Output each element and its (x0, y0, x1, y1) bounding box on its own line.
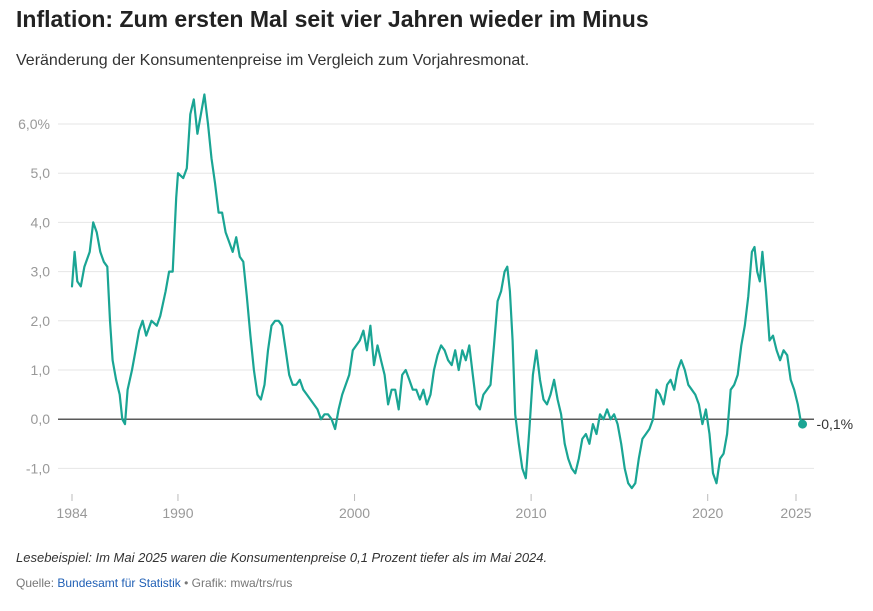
chart-title: Inflation: Zum ersten Mal seit vier Jahr… (16, 6, 649, 32)
source-link[interactable]: Bundesamt für Statistik (57, 576, 181, 590)
x-tick-label: 1984 (56, 505, 87, 521)
x-tick-label: 1990 (162, 505, 193, 521)
grid-layer (58, 123, 814, 469)
end-point-marker (798, 419, 808, 429)
source-line: Quelle: Bundesamt für Statistik • Grafik… (16, 576, 292, 590)
y-tick-label: 6,0% (18, 116, 50, 132)
series-line (70, 93, 804, 490)
source-separator: • (184, 576, 189, 590)
x-axis: 1984 1990 2000 2010 2020 2025 (56, 494, 812, 521)
graphic-credit: Grafik: mwa/trs/rus (191, 576, 293, 590)
y-tick-label: 0,0 (31, 411, 51, 427)
y-tick-label: 2,0 (31, 313, 51, 329)
y-tick-label: 1,0 (31, 362, 51, 378)
y-tick-label: -1,0 (26, 460, 50, 476)
x-tick-label: 2000 (339, 505, 370, 521)
y-tick-label: 4,0 (31, 214, 51, 230)
y-axis: 6,0% 5,0 4,0 3,0 2,0 1,0 0,0 -1,0 (18, 116, 50, 476)
x-tick-label: 2010 (516, 505, 547, 521)
reading-example-note: Lesebeispiel: Im Mai 2025 waren die Kons… (16, 550, 548, 565)
x-tick-label: 2020 (692, 505, 723, 521)
x-tick-label: 2025 (780, 505, 811, 521)
end-value-label: -0,1% (817, 416, 854, 432)
source-prefix: Quelle: (16, 576, 55, 590)
y-tick-label: 5,0 (31, 165, 51, 181)
series-layer: -0,1% (70, 93, 854, 490)
chart-subtitle: Veränderung der Konsumentenpreise im Ver… (16, 52, 530, 69)
y-tick-label: 3,0 (31, 264, 51, 280)
